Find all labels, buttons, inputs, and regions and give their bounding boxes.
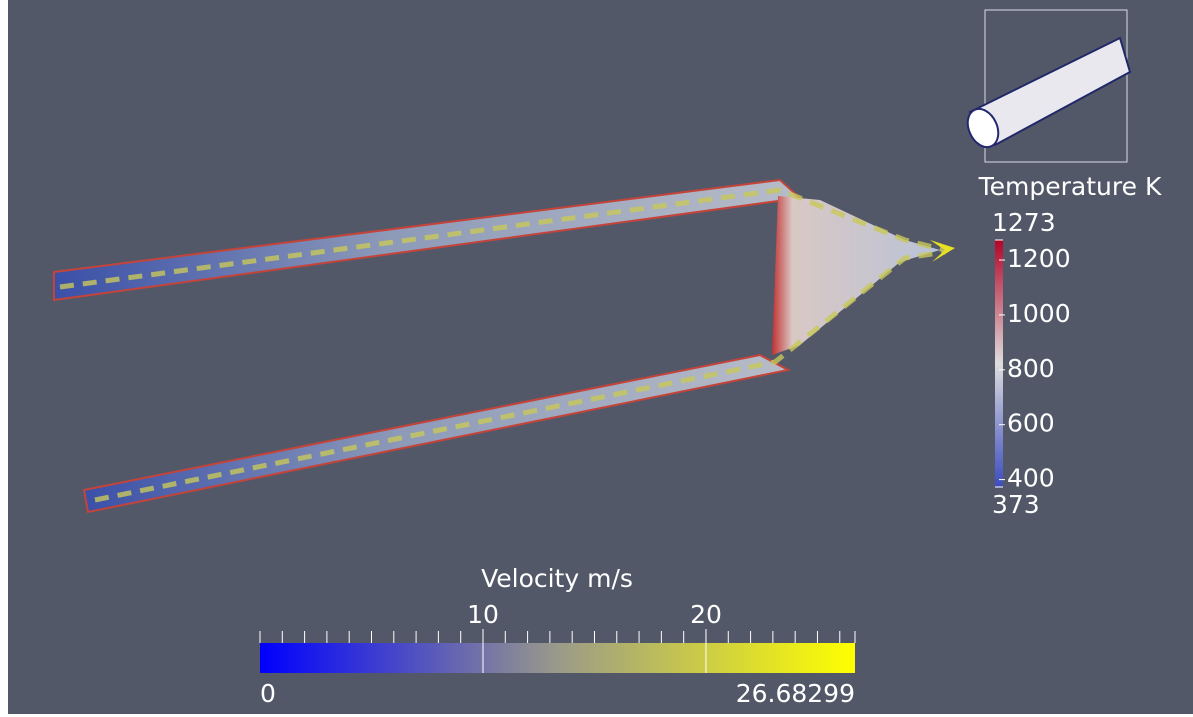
- temperature-min-label: 373: [992, 490, 1040, 519]
- temperature-max-label: 1273: [992, 208, 1056, 237]
- velocity-tick-label: 10: [467, 600, 499, 629]
- temperature-title: Temperature K: [978, 172, 1162, 201]
- temperature-tick-label: 600: [1007, 409, 1055, 438]
- velocity-min-label: 0: [260, 679, 276, 708]
- velocity-max-label: 26.68299: [736, 679, 855, 708]
- temperature-tick-label: 400: [1007, 464, 1055, 493]
- page: {"temperature_bar": {"title": "Temperatu…: [0, 0, 1193, 717]
- velocity-tick-label: 20: [690, 600, 722, 629]
- temperature-tick-label: 1000: [1007, 299, 1071, 328]
- velocity-title: Velocity m/s: [481, 564, 633, 593]
- render-view: Temperature K 1273 373400 600 800 1000 1200 Vel…: [0, 0, 1193, 717]
- velocity-colorbar: [260, 643, 855, 673]
- temperature-tick-label: 800: [1007, 354, 1055, 383]
- temperature-colorbar: [995, 240, 1003, 487]
- temperature-tick-label: 1200: [1007, 244, 1071, 273]
